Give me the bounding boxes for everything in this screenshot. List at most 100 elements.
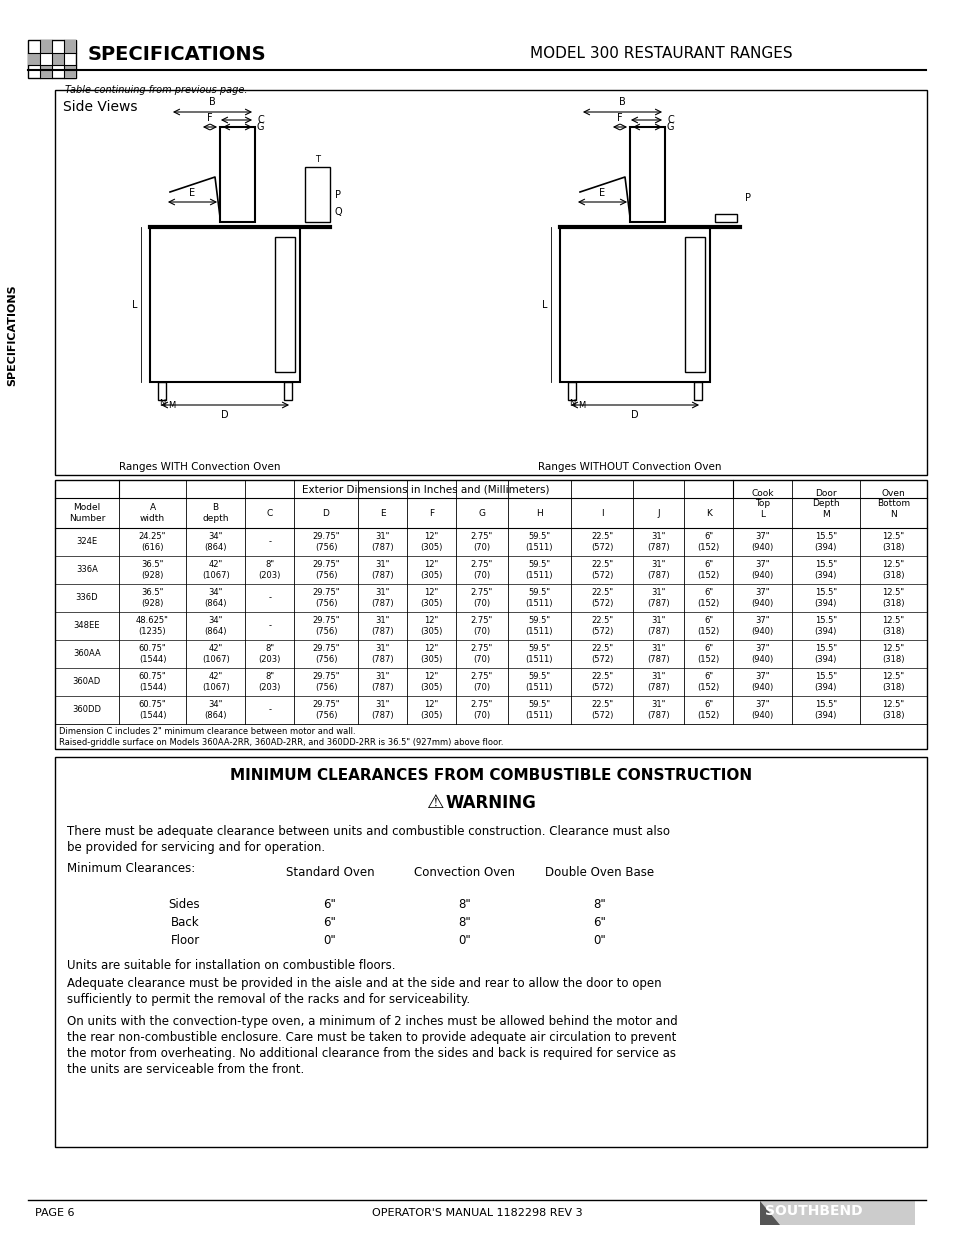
Text: 6"
(152): 6" (152)	[697, 643, 720, 664]
Text: 12.5"
(318): 12.5" (318)	[882, 643, 903, 664]
Bar	[629, 127, 664, 222]
Text: Table continuing from previous page.: Table continuing from previous page.	[65, 85, 247, 95]
Text: L: L	[542, 300, 547, 310]
Text: K: K	[705, 509, 711, 517]
Text: 2.75"
(70): 2.75" (70)	[470, 643, 493, 664]
Bar	[55, 757, 926, 1147]
Text: the motor from overheating. No additional clearance from the sides and back is r: the motor from overheating. No additiona…	[67, 1047, 676, 1060]
Text: 37"
(940): 37" (940)	[751, 588, 773, 608]
Text: L: L	[132, 300, 138, 310]
Text: 59.5"
(1511): 59.5" (1511)	[525, 616, 553, 636]
Text: A
width: A width	[140, 504, 165, 522]
Text: 31"
(787): 31" (787)	[646, 559, 669, 580]
Text: 15.5"
(394): 15.5" (394)	[814, 532, 836, 552]
Bar	[55, 90, 926, 475]
Text: Cook
Top
L: Cook Top L	[751, 489, 773, 519]
Text: F: F	[617, 112, 622, 124]
Text: 36.5"
(928): 36.5" (928)	[141, 559, 164, 580]
Text: H: H	[536, 509, 542, 517]
Text: 2.75"
(70): 2.75" (70)	[470, 532, 493, 552]
Text: 22.5"
(572): 22.5" (572)	[590, 532, 613, 552]
Text: 12.5"
(318): 12.5" (318)	[882, 532, 903, 552]
Text: 31"
(787): 31" (787)	[371, 643, 394, 664]
Text: Convection Oven: Convection Oven	[414, 866, 515, 878]
Text: 60.75"
(1544): 60.75" (1544)	[138, 643, 166, 664]
Text: 37"
(940): 37" (940)	[751, 532, 773, 552]
Text: N: N	[568, 399, 575, 408]
Text: Model
Number: Model Number	[69, 504, 105, 522]
Text: -: -	[268, 537, 271, 547]
Text: 29.75"
(756): 29.75" (756)	[312, 532, 339, 552]
Text: 15.5"
(394): 15.5" (394)	[814, 672, 836, 692]
Text: C: C	[266, 509, 273, 517]
Text: 29.75"
(756): 29.75" (756)	[312, 559, 339, 580]
Text: 59.5"
(1511): 59.5" (1511)	[525, 700, 553, 720]
Text: Dimension C includes 2" minimum clearance between motor and wall.: Dimension C includes 2" minimum clearanc…	[59, 727, 355, 736]
Text: P: P	[335, 189, 340, 200]
Text: Ranges WITHOUT Convection Oven: Ranges WITHOUT Convection Oven	[537, 462, 721, 472]
Bar	[760, 1200, 914, 1225]
Text: ⚠: ⚠	[427, 794, 444, 813]
Text: 22.5"
(572): 22.5" (572)	[590, 616, 613, 636]
Text: 336A: 336A	[76, 566, 98, 574]
Text: 37"
(940): 37" (940)	[751, 672, 773, 692]
Text: Exterior Dimensions in Inches and (Millimeters): Exterior Dimensions in Inches and (Milli…	[302, 484, 549, 494]
Text: F: F	[207, 112, 213, 124]
Text: B
depth: B depth	[202, 504, 229, 522]
Bar	[714, 214, 737, 222]
Text: 34"
(864): 34" (864)	[204, 700, 227, 720]
Text: 29.75"
(756): 29.75" (756)	[312, 588, 339, 608]
Text: E: E	[190, 188, 195, 198]
Text: C: C	[257, 115, 265, 125]
Text: 34"
(864): 34" (864)	[204, 588, 227, 608]
Text: 12"
(305): 12" (305)	[420, 559, 442, 580]
Bar	[284, 382, 292, 400]
Text: Back: Back	[172, 916, 200, 930]
Text: B: B	[209, 98, 215, 107]
Text: -: -	[268, 705, 271, 715]
Text: 6"
(152): 6" (152)	[697, 559, 720, 580]
Text: Floor: Floor	[171, 935, 200, 947]
Text: 2.75"
(70): 2.75" (70)	[470, 700, 493, 720]
Text: 6": 6"	[323, 899, 336, 911]
Bar	[220, 127, 254, 222]
Text: 22.5"
(572): 22.5" (572)	[590, 588, 613, 608]
Text: 31"
(787): 31" (787)	[371, 672, 394, 692]
Bar	[150, 227, 299, 382]
Text: 31"
(787): 31" (787)	[646, 588, 669, 608]
Bar	[274, 237, 294, 372]
Bar	[305, 167, 330, 222]
Text: 12.5"
(318): 12.5" (318)	[882, 700, 903, 720]
Text: MODEL 300 RESTAURANT RANGES: MODEL 300 RESTAURANT RANGES	[530, 47, 792, 62]
Text: Adequate clearance must be provided in the aisle and at the side and rear to all: Adequate clearance must be provided in t…	[67, 977, 661, 990]
Text: 12.5"
(318): 12.5" (318)	[882, 588, 903, 608]
Text: F: F	[429, 509, 434, 517]
Bar	[52, 53, 64, 65]
Text: 31"
(787): 31" (787)	[646, 532, 669, 552]
Text: P: P	[744, 193, 750, 203]
Text: 34"
(864): 34" (864)	[204, 532, 227, 552]
Text: 22.5"
(572): 22.5" (572)	[590, 672, 613, 692]
Text: 12"
(305): 12" (305)	[420, 588, 442, 608]
Text: 360AA: 360AA	[73, 650, 101, 658]
Text: 31"
(787): 31" (787)	[646, 643, 669, 664]
Text: Standard Oven: Standard Oven	[285, 866, 374, 878]
Text: D: D	[631, 410, 639, 420]
Text: Sides: Sides	[168, 899, 200, 911]
Bar	[40, 65, 52, 78]
Text: There must be adequate clearance between units and combustible construction. Cle: There must be adequate clearance between…	[67, 825, 669, 839]
Text: E: E	[379, 509, 385, 517]
Text: OPERATOR'S MANUAL 1182298 REV 3: OPERATOR'S MANUAL 1182298 REV 3	[372, 1208, 581, 1218]
Text: the rear non-combustible enclosure. Care must be taken to provide adequate air c: the rear non-combustible enclosure. Care…	[67, 1031, 676, 1044]
Text: Oven
Bottom
N: Oven Bottom N	[876, 489, 909, 519]
Bar	[55, 480, 926, 748]
Text: WARNING: WARNING	[445, 794, 536, 811]
Text: sufficiently to permit the removal of the racks and for serviceability.: sufficiently to permit the removal of th…	[67, 993, 470, 1007]
Text: SOUTHBEND: SOUTHBEND	[764, 1204, 862, 1218]
Text: be provided for servicing and for operation.: be provided for servicing and for operat…	[67, 841, 325, 853]
Text: 31"
(787): 31" (787)	[371, 559, 394, 580]
Text: 59.5"
(1511): 59.5" (1511)	[525, 588, 553, 608]
Text: 34"
(864): 34" (864)	[204, 616, 227, 636]
Text: 2.75"
(70): 2.75" (70)	[470, 672, 493, 692]
Text: 29.75"
(756): 29.75" (756)	[312, 700, 339, 720]
